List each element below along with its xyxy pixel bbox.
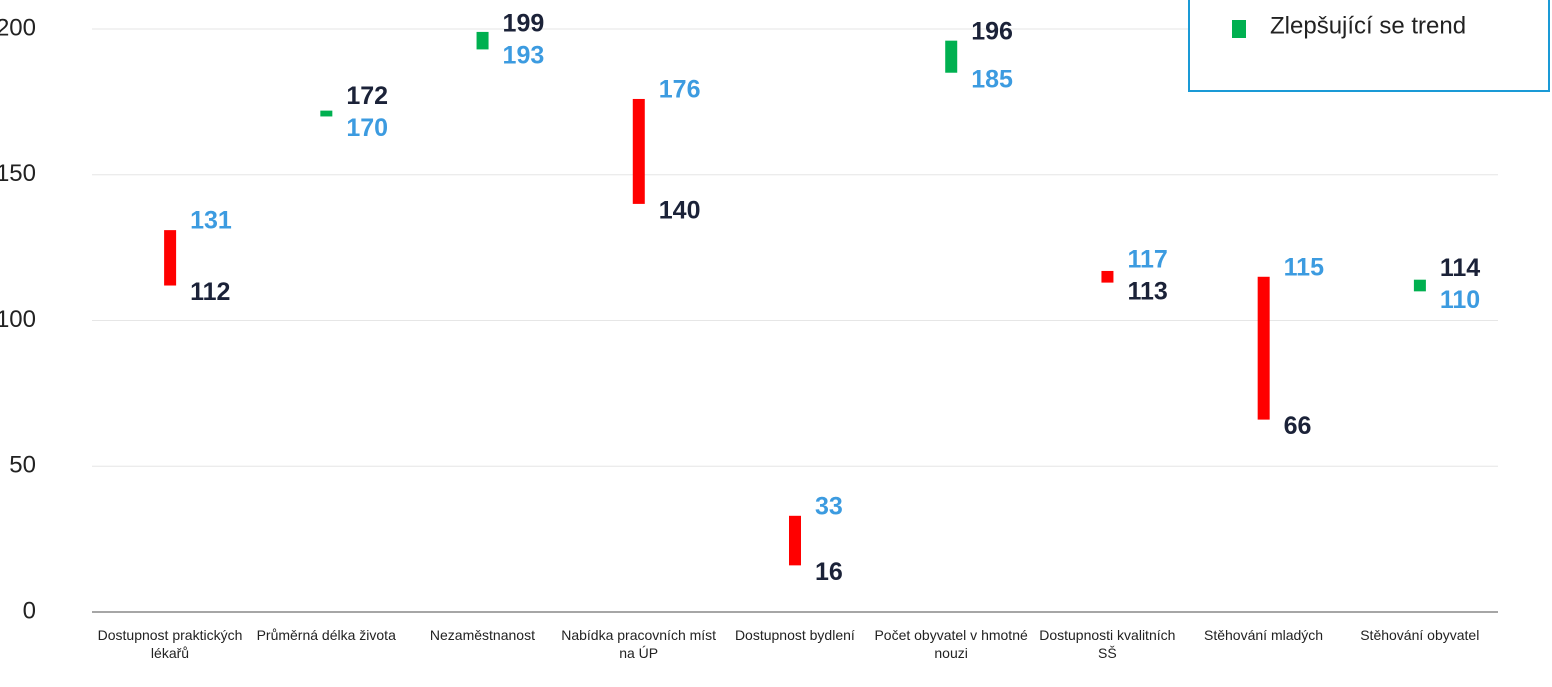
y-tick-label: 200 [0,14,36,41]
x-tick-label: Stěhování mladých [1204,627,1324,643]
y-tick-label: 100 [0,306,36,333]
y-tick-label: 50 [9,452,36,479]
bar [1257,276,1270,420]
bar [320,110,333,117]
y-tick-label: 150 [0,160,36,187]
data-label: 112 [190,278,230,306]
data-label: 115 [1284,253,1324,281]
data-label: 117 [1127,245,1167,273]
data-label: 193 [503,41,545,69]
x-tick-label: Stěhování obyvatel [1360,627,1480,643]
x-tick-label: Průměrná délka života [256,627,396,643]
bar [1101,270,1114,283]
legend: Zlepšující se trend [1188,0,1550,92]
data-label: 66 [1284,412,1312,440]
x-tick-label: Nezaměstnanost [429,627,535,643]
legend-label: Zlepšující se trend [1270,12,1466,39]
legend-swatch [1232,20,1246,38]
data-label: 131 [190,207,232,235]
x-tick-label: Počet obyvatel v hmotné nouzi [874,627,1028,661]
bar [164,230,177,286]
data-label: 176 [659,76,701,104]
x-tick-label: Dostupnost bydlení [734,627,855,643]
bar [476,31,489,50]
data-label: 140 [659,197,701,225]
data-label: 185 [971,65,1013,93]
data-label: 196 [971,17,1013,45]
x-tick-label: Dostupnost praktických lékařů [97,627,243,661]
x-tick-label: Dostupnosti kvalitních SŠ [1039,627,1176,661]
y-tick-label: 0 [23,597,36,624]
data-label: 170 [346,114,388,142]
data-label: 33 [815,492,843,520]
bar [789,515,801,566]
x-tick-label: Nabídka pracovních míst na ÚP [561,627,717,661]
data-label: 113 [1127,277,1167,305]
data-label: 199 [503,9,545,37]
bar [945,40,958,73]
data-label: 16 [815,558,843,586]
bar [1413,279,1426,292]
legend-svg: Zlepšující se trend [1232,12,1466,39]
bar [632,98,645,204]
data-label: 172 [346,82,388,110]
data-label: 114 [1440,254,1480,282]
data-label: 110 [1440,286,1480,314]
